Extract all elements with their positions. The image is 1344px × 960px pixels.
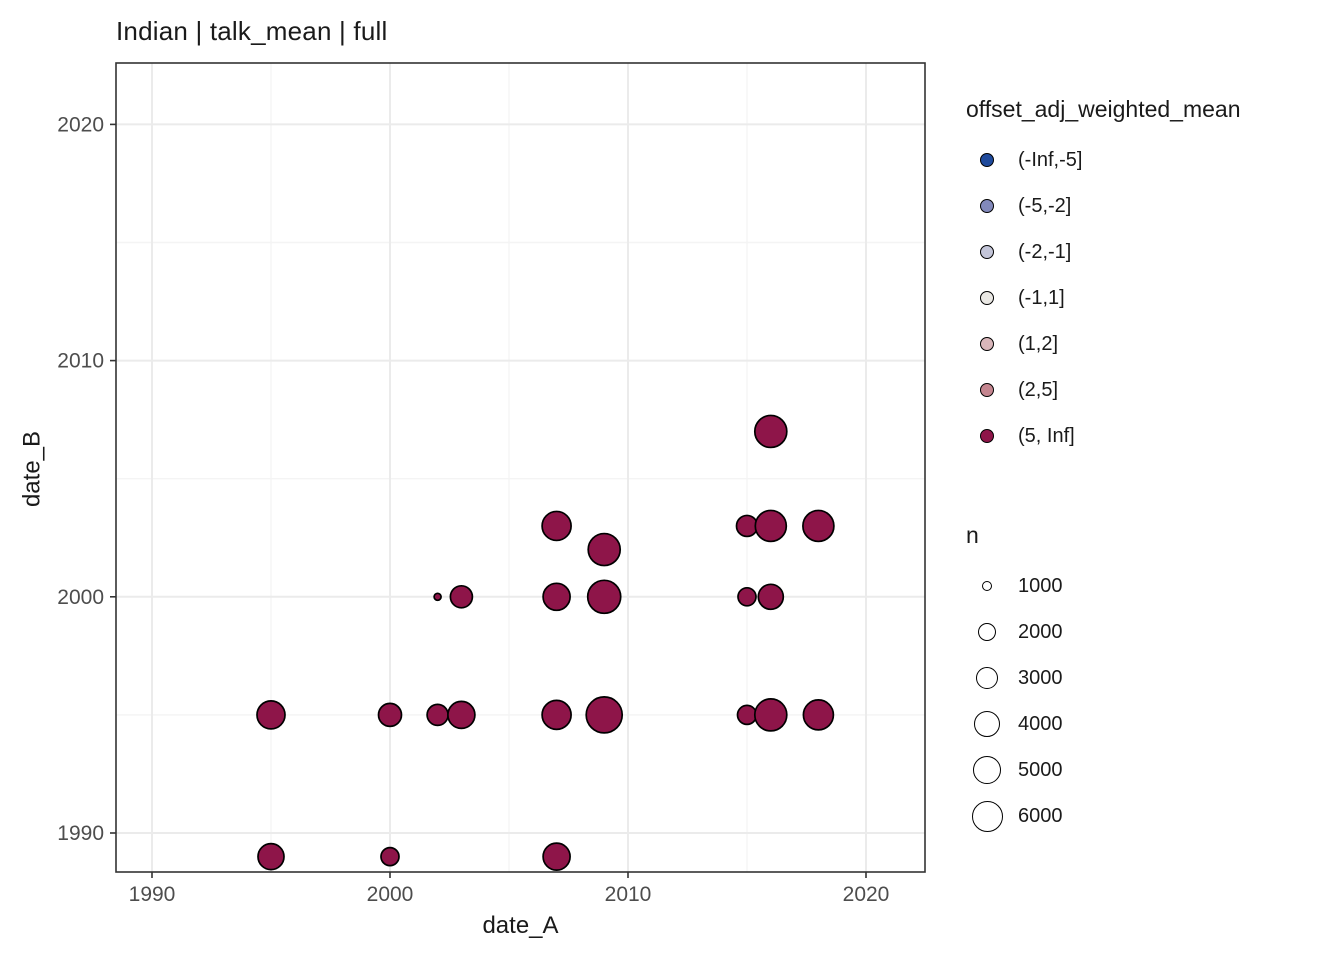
- data-point: [541, 510, 572, 542]
- data-point: [753, 698, 788, 732]
- legend-label: (-2,-1]: [1018, 240, 1072, 263]
- data-point: [256, 700, 286, 730]
- data-point: [542, 582, 571, 612]
- legend-key: [966, 337, 1008, 351]
- legend-key: [966, 623, 1008, 641]
- legend-label: (1,2]: [1018, 332, 1059, 355]
- size-circle-icon: [976, 667, 998, 689]
- color-legend-entry: (-1,1]: [966, 275, 1241, 321]
- color-legend: offset_adj_weighted_mean (-Inf,-5] (-5,-2…: [966, 96, 1241, 459]
- data-point: [585, 696, 624, 734]
- data-point: [737, 586, 757, 607]
- x-tick-label: 2020: [843, 883, 890, 906]
- data-point: [754, 509, 788, 543]
- data-point: [586, 579, 622, 615]
- color-legend-title: offset_adj_weighted_mean: [966, 96, 1241, 122]
- size-legend: n 1000 2000 3000 4000 5000 6000: [966, 522, 1063, 839]
- data-point: [449, 584, 474, 609]
- plot-title: Indian | talk_mean | full: [116, 16, 388, 46]
- legend-label: 1000: [1018, 574, 1063, 597]
- legend-key: [966, 800, 1008, 832]
- data-point: [380, 846, 400, 867]
- data-point: [541, 699, 572, 731]
- legend-key: [966, 429, 1008, 443]
- size-legend-entry: 4000: [966, 701, 1063, 747]
- size-legend-entry: 6000: [966, 793, 1063, 839]
- color-swatch-icon: [980, 383, 994, 397]
- y-tick-label: 2000: [57, 586, 104, 609]
- x-axis-title: date_A: [482, 912, 559, 939]
- x-tick-label: 1990: [129, 883, 176, 906]
- size-circle-icon: [973, 756, 1001, 784]
- color-swatch-icon: [980, 291, 994, 305]
- size-legend-entry: 1000: [966, 563, 1063, 609]
- legend-key: [966, 383, 1008, 397]
- x-tick-label: 2000: [367, 883, 414, 906]
- y-tick-label: 2020: [57, 113, 104, 136]
- data-point: [447, 700, 476, 730]
- data-point: [757, 583, 785, 611]
- size-circle-icon: [974, 711, 1000, 737]
- data-point: [377, 702, 403, 728]
- size-legend-entry: 3000: [966, 655, 1063, 701]
- data-point: [802, 509, 835, 543]
- size-legend-entry: 2000: [966, 609, 1063, 655]
- legend-label: 4000: [1018, 712, 1063, 735]
- legend-label: (5, Inf]: [1018, 424, 1075, 447]
- data-point: [257, 842, 285, 871]
- color-swatch-icon: [980, 153, 994, 167]
- legend-key: [966, 711, 1008, 737]
- y-tick-label: 1990: [57, 822, 104, 845]
- data-point: [587, 532, 622, 567]
- size-legend-title: n: [966, 522, 979, 548]
- color-swatch-icon: [980, 429, 994, 443]
- color-legend-entry: (-Inf,-5]: [966, 137, 1241, 183]
- color-legend-entry: (-5,-2]: [966, 183, 1241, 229]
- legend-key: [966, 756, 1008, 784]
- data-point: [735, 514, 759, 538]
- color-legend-entry: (-2,-1]: [966, 229, 1241, 275]
- size-circle-icon: [978, 623, 996, 641]
- color-legend-entry: (1,2]: [966, 321, 1241, 367]
- size-circle-icon: [982, 581, 992, 591]
- data-point: [542, 842, 571, 871]
- data-point: [736, 704, 758, 726]
- color-legend-entries: (-Inf,-5] (-5,-2] (-2,-1] (-1,1] (1,2] (2,5] (…: [966, 137, 1241, 459]
- data-point: [433, 592, 442, 602]
- data-point: [426, 703, 449, 727]
- legend-label: (-5,-2]: [1018, 194, 1072, 217]
- color-swatch-icon: [980, 245, 994, 259]
- data-point: [802, 699, 835, 731]
- legend-label: 5000: [1018, 758, 1063, 781]
- legend-key: [966, 667, 1008, 689]
- legend-label: 6000: [1018, 804, 1063, 827]
- size-legend-entry: 5000: [966, 747, 1063, 793]
- legend-label: (-1,1]: [1018, 286, 1065, 309]
- legend-label: (2,5]: [1018, 378, 1059, 401]
- legend-label: 2000: [1018, 620, 1063, 643]
- y-tick-label: 2010: [57, 350, 104, 373]
- legend-key: [966, 199, 1008, 213]
- legend-label: 3000: [1018, 666, 1063, 689]
- legend-key: [966, 153, 1008, 167]
- legend-key: [966, 291, 1008, 305]
- y-axis-title: date_B: [18, 430, 46, 508]
- size-circle-icon: [971, 800, 1003, 832]
- size-legend-entries: 1000 2000 3000 4000 5000 6000: [966, 563, 1063, 839]
- legend-key: [966, 581, 1008, 591]
- color-legend-entry: (2,5]: [966, 367, 1241, 413]
- panel-border: [115, 62, 926, 873]
- color-legend-entry: (5, Inf]: [966, 413, 1241, 459]
- legend-key: [966, 245, 1008, 259]
- color-swatch-icon: [980, 199, 994, 213]
- color-swatch-icon: [980, 337, 994, 351]
- data-point: [753, 414, 788, 449]
- x-tick-label: 2010: [605, 883, 652, 906]
- legend-label: (-Inf,-5]: [1018, 148, 1083, 171]
